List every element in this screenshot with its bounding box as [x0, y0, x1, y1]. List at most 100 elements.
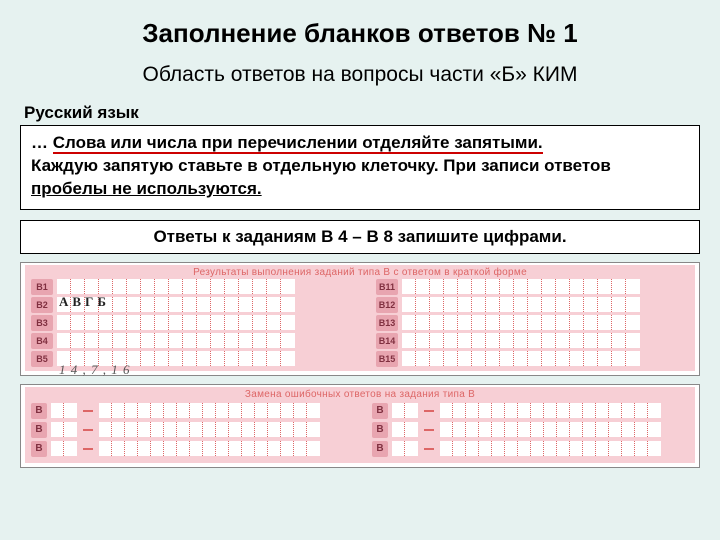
answer-cell: [155, 333, 169, 348]
answer-cell: [542, 351, 556, 366]
answer-cell: [556, 315, 570, 330]
answer-cell: [211, 297, 225, 312]
answer-cell: [85, 297, 99, 312]
row-label: В3: [31, 315, 53, 331]
answer-cell: [570, 333, 584, 348]
answer-cell: [281, 279, 295, 294]
answer-cell: [479, 422, 492, 437]
answer-cell: [164, 441, 177, 456]
answer-cell: [155, 315, 169, 330]
answer-cell: [307, 441, 320, 456]
answer-cell: [612, 333, 626, 348]
answer-cell: [281, 315, 295, 330]
answer-cell: [99, 333, 113, 348]
answer-cell: [518, 403, 531, 418]
answer-cell: [99, 315, 113, 330]
correction-form-wrap: Замена ошибочных ответов на задания типа…: [20, 384, 700, 468]
answer-cell: [151, 422, 164, 437]
answer-cell: [255, 403, 268, 418]
answer-cell: [556, 351, 570, 366]
answer-cell: [281, 422, 294, 437]
answer-cell: [229, 403, 242, 418]
answer-cell: [392, 422, 405, 437]
answer-cells: [57, 351, 295, 366]
answer-cell: [492, 422, 505, 437]
dash-icon: [424, 448, 434, 450]
answer-cell: [458, 315, 472, 330]
answer-cell: [500, 279, 514, 294]
correction-row: В: [31, 403, 348, 419]
answer-cell: [472, 315, 486, 330]
answer-cell: [612, 315, 626, 330]
answer-cell: [64, 441, 77, 456]
answer-cell: [531, 403, 544, 418]
answer-form-wrap: Результаты выполнения заданий типа В с о…: [20, 262, 700, 376]
answer-cell: [155, 297, 169, 312]
answer-cell: [125, 422, 138, 437]
answer-cells: [57, 333, 295, 348]
answer-cell: [584, 297, 598, 312]
answer-cell: [528, 315, 542, 330]
correction-row: В: [31, 441, 348, 457]
answer-cell: [626, 351, 640, 366]
row-label: В12: [376, 297, 398, 313]
answer-cell: [635, 422, 648, 437]
answer-cell: [183, 333, 197, 348]
answer-cell: [211, 279, 225, 294]
answer-cell: [405, 441, 418, 456]
instruction-box-1: … Слова или числа при перечислении отдел…: [20, 125, 700, 210]
answer-cell: [444, 333, 458, 348]
answer-cell: [141, 297, 155, 312]
answer-cell: [64, 422, 77, 437]
answer-cell: [197, 315, 211, 330]
row-label: В1: [31, 279, 53, 295]
answer-cell: [635, 403, 648, 418]
answer-cell: [486, 333, 500, 348]
instr-prefix: …: [31, 133, 53, 152]
answer-cell: [216, 441, 229, 456]
answer-cell: [626, 333, 640, 348]
answer-cell: [466, 441, 479, 456]
answer-cell: [239, 333, 253, 348]
answer-cell: [267, 351, 281, 366]
correction-label: В: [372, 403, 388, 419]
answer-cell: [169, 315, 183, 330]
instr-highlight-1: Слова или числа при перечислении отделяй…: [53, 133, 543, 154]
answer-cell: [141, 279, 155, 294]
answer-cell: [514, 351, 528, 366]
answer-cell: [500, 333, 514, 348]
answer-cell: [112, 403, 125, 418]
answer-cell: [113, 279, 127, 294]
answer-cell: [544, 422, 557, 437]
answer-cell: [225, 279, 239, 294]
correction-label: В: [31, 422, 47, 438]
answer-cell: [598, 279, 612, 294]
correction-short-cells: [51, 422, 77, 437]
correction-label: В: [31, 403, 47, 419]
answer-cell: [596, 403, 609, 418]
answer-cell: [514, 315, 528, 330]
answer-cells: [402, 315, 640, 330]
answer-cell: [472, 279, 486, 294]
correction-row: В: [372, 422, 689, 438]
correction-long-cells: [99, 403, 320, 418]
answer-cell: [125, 441, 138, 456]
answer-cell: [307, 422, 320, 437]
answer-cell: [267, 297, 281, 312]
answer-cell: [225, 315, 239, 330]
answer-cell: [99, 279, 113, 294]
answer-cell: [648, 403, 661, 418]
row-label: В4: [31, 333, 53, 349]
answer-cell: [458, 333, 472, 348]
answer-cell: [492, 441, 505, 456]
answer-cell: [466, 403, 479, 418]
answer-cell: [486, 351, 500, 366]
answer-cell: [183, 297, 197, 312]
answer-cells: [402, 351, 640, 366]
answer-cell: [583, 422, 596, 437]
answer-cell: [626, 297, 640, 312]
answer-cell: [190, 403, 203, 418]
answer-cell: [518, 441, 531, 456]
answer-cell: [151, 403, 164, 418]
correction-form-panel: Замена ошибочных ответов на задания типа…: [25, 387, 695, 463]
